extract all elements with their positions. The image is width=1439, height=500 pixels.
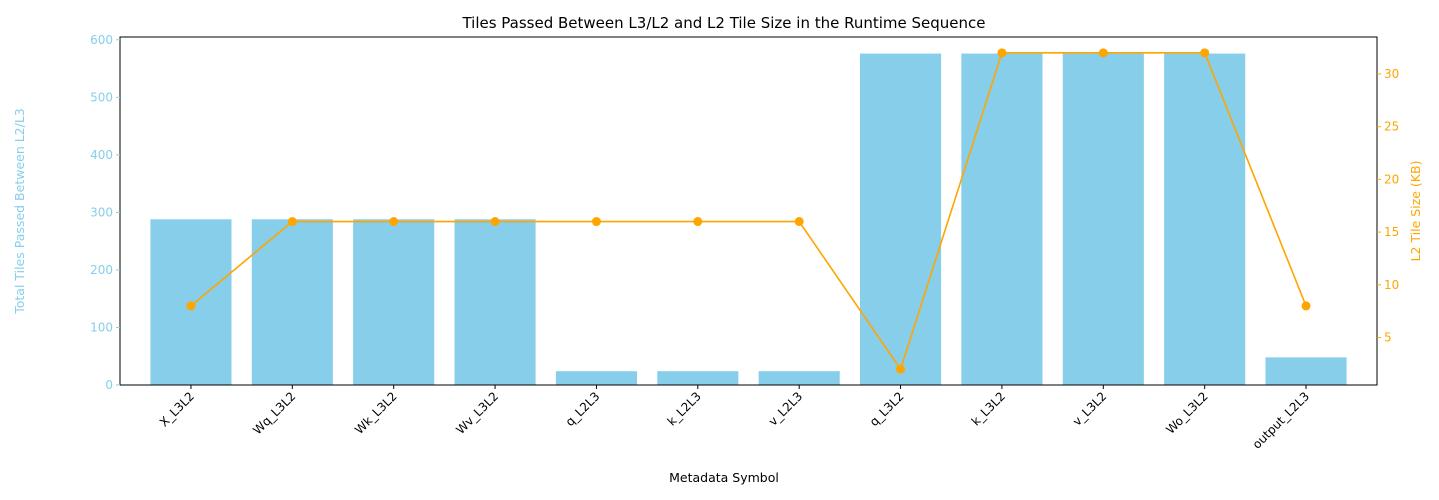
bar-k_L2L3 [657,371,739,385]
x-tick-label: k_L3L2 [969,389,1008,428]
bar-output_L2L3 [1265,357,1347,385]
y-right-tick-label: 15 [1384,225,1399,239]
y-right-tick-label: 25 [1384,120,1399,134]
tile-size-point-Wq_L3L2 [287,217,297,227]
line-layer [186,48,1311,374]
tile-size-point-k_L3L2 [997,48,1007,58]
y-left-axis-label: Total Tiles Passed Between L2/L3 [12,108,27,315]
tile-size-point-q_L2L3 [591,217,601,227]
x-tick-label: q_L2L3 [563,389,603,429]
y-left-tick-label: 0 [105,378,113,392]
y-right-tick-label: 30 [1384,67,1399,81]
tile-size-point-v_L2L3 [794,217,804,227]
x-tick-label: output_L2L3 [1250,389,1312,451]
y-left-tick-label: 200 [90,263,113,277]
y-left-tick-label: 600 [90,33,113,47]
x-tick-label: v_L2L3 [766,389,805,428]
tile-size-point-output_L2L3 [1301,301,1311,311]
bar-v_L3L2 [1062,53,1144,385]
bar-Wk_L3L2 [353,219,435,385]
y-left-tick-label: 400 [90,148,113,162]
chart-title: Tiles Passed Between L3/L2 and L2 Tile S… [461,14,985,32]
x-tick-label: q_L3L2 [867,389,907,429]
bar-Wq_L3L2 [251,219,333,385]
tile-size-point-X_L3L2 [186,301,196,311]
bar-q_L2L3 [555,371,637,385]
tile-size-line [190,52,1307,371]
x-tick-label: v_L3L2 [1070,389,1109,428]
bar-k_L3L2 [961,53,1043,385]
tile-size-point-q_L3L2 [896,364,906,374]
x-tick-label: k_L2L3 [665,389,704,428]
y-right-axis-label: L2 Tile Size (KB) [1408,161,1423,262]
bars-layer [150,53,1347,385]
bar-q_L3L2 [860,53,942,385]
y-right-tick-label: 20 [1384,172,1399,186]
bar-Wv_L3L2 [454,219,536,385]
tile-size-point-Wk_L3L2 [389,217,399,227]
x-tick-label: X_L3L2 [157,389,197,429]
x-axis-label: Metadata Symbol [669,470,779,485]
y-right-tick-label: 5 [1384,331,1392,345]
y-right-tick-label: 10 [1384,278,1399,292]
x-tick-label: Wq_L3L2 [250,389,298,437]
x-tick-label: Wk_L3L2 [352,389,400,437]
tile-size-point-k_L2L3 [693,217,703,227]
tile-size-point-v_L3L2 [1098,48,1108,58]
y-left-tick-label: 300 [90,205,113,219]
bar-Wo_L3L2 [1164,53,1246,385]
x-tick-label: Wo_L3L2 [1163,389,1210,436]
x-tick-label: Wv_L3L2 [453,389,501,437]
y-left-tick-label: 100 [90,320,113,334]
y-left-tick-label: 500 [90,90,113,104]
tile-size-point-Wo_L3L2 [1200,48,1210,58]
bar-v_L2L3 [758,371,840,385]
plot-frame [119,36,1378,386]
tile-size-point-Wv_L3L2 [490,217,500,227]
